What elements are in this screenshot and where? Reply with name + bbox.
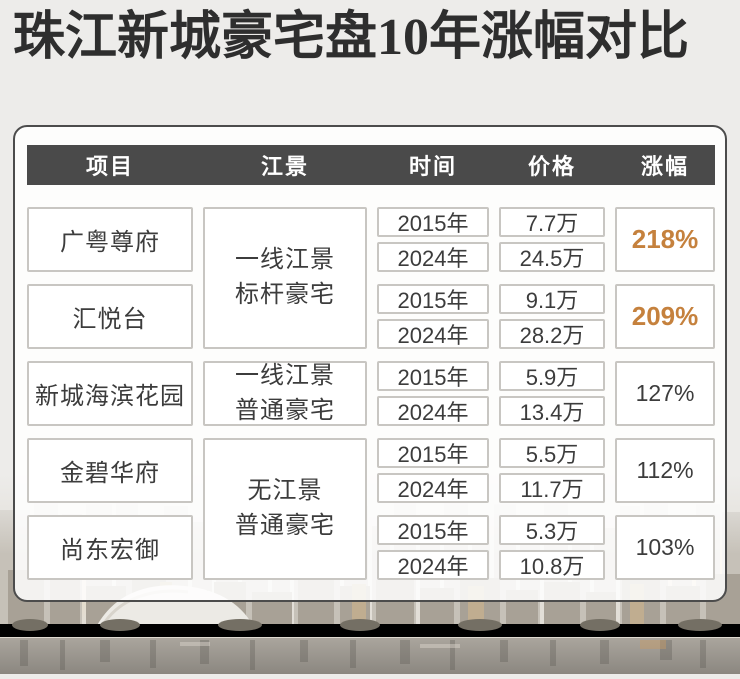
view-group-line1: 无江景 <box>247 477 323 505</box>
price-box: 7.7万 <box>499 207 605 237</box>
price-box: 5.5万 <box>499 438 605 468</box>
view-group-line2: 标杆豪宅 <box>235 281 335 308</box>
view-group-line1: 一线江景 <box>235 361 335 389</box>
project-name-box: 尚东宏御 <box>27 515 193 580</box>
growth-box: 218% <box>615 207 715 272</box>
table-body: 广粤尊府 汇悦台 新城海滨花园 金碧华府 尚东宏御 一线江景 标杆豪宅 一线江景… <box>27 207 715 580</box>
year-box: 2024年 <box>377 396 489 426</box>
growth-box: 103% <box>615 515 715 580</box>
year-box: 2024年 <box>377 319 489 349</box>
page-title: 珠江新城豪宅盘10年涨幅对比 <box>13 9 690 66</box>
header-cell-project: 项目 <box>85 154 134 179</box>
year-box: 2015年 <box>377 438 489 468</box>
growth-box: 112% <box>615 438 715 503</box>
growth-box: 209% <box>615 284 715 349</box>
price-box: 5.9万 <box>499 361 605 391</box>
header-cell-view: 江景 <box>260 154 309 179</box>
year-box: 2015年 <box>377 361 489 391</box>
price-box: 13.4万 <box>499 396 605 426</box>
header-cell-time: 时间 <box>408 154 457 179</box>
view-group-box: 无江景 普通豪宅 <box>203 438 367 580</box>
view-group-line2: 普通豪宅 <box>235 512 335 539</box>
view-group-box: 一线江景 标杆豪宅 <box>203 207 367 349</box>
year-box: 2024年 <box>377 550 489 580</box>
year-box: 2015年 <box>377 284 489 314</box>
project-name-box: 汇悦台 <box>27 284 193 349</box>
view-group-line1: 一线江景 <box>235 246 335 274</box>
project-name-box: 广粤尊府 <box>27 207 193 272</box>
year-box: 2015年 <box>377 207 489 237</box>
view-group-line2: 普通豪宅 <box>235 396 335 424</box>
year-box: 2024年 <box>377 473 489 503</box>
price-box: 5.3万 <box>499 515 605 545</box>
project-name-box: 金碧华府 <box>27 438 193 503</box>
price-box: 24.5万 <box>499 242 605 272</box>
view-group-box: 一线江景 普通豪宅 <box>203 361 367 426</box>
year-box: 2024年 <box>377 242 489 272</box>
table-header-row: 项目 江景 时间 价格 涨幅 <box>27 145 715 185</box>
header-cell-price: 价格 <box>527 154 576 179</box>
comparison-card: 项目 江景 时间 价格 涨幅 广粤尊府 汇悦台 新城海滨花园 金碧华府 尚东宏御… <box>13 125 727 602</box>
price-box: 28.2万 <box>499 319 605 349</box>
growth-box: 127% <box>615 361 715 426</box>
year-box: 2015年 <box>377 515 489 545</box>
price-box: 10.8万 <box>499 550 605 580</box>
comparison-table: 项目 江景 时间 价格 涨幅 广粤尊府 汇悦台 新城海滨花园 金碧华府 尚东宏御… <box>27 145 715 580</box>
price-box: 9.1万 <box>499 284 605 314</box>
price-box: 11.7万 <box>499 473 605 503</box>
header-cell-growth: 涨幅 <box>640 154 689 179</box>
project-name-box: 新城海滨花园 <box>27 361 193 426</box>
